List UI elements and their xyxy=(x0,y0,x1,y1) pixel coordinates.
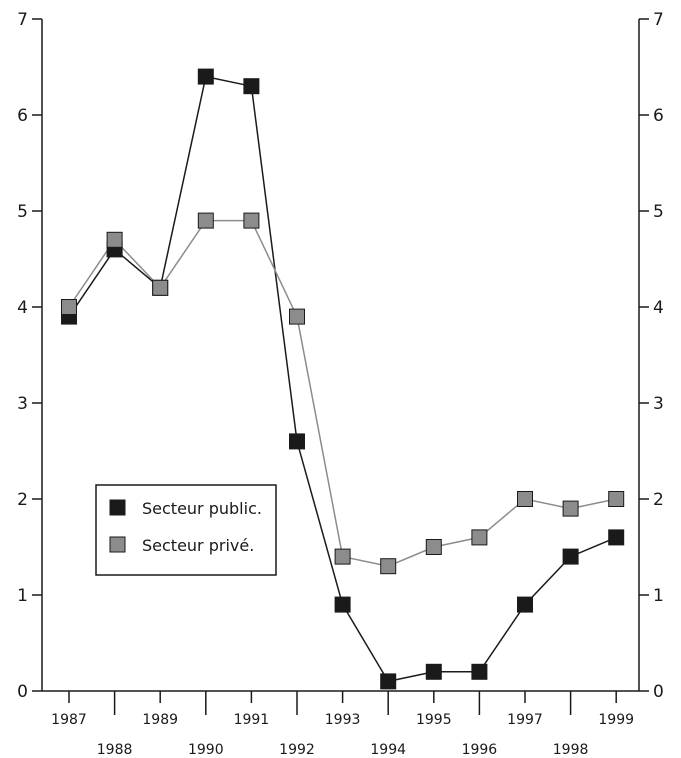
data-point-private xyxy=(562,500,579,517)
data-point-private xyxy=(380,558,397,575)
y-tick-label-right: 7 xyxy=(653,10,664,30)
data-point-private xyxy=(425,539,442,555)
y-tick-label-right: 4 xyxy=(653,298,664,318)
x-tick-label: 1997 xyxy=(507,712,543,728)
y-tick-label-left: 3 xyxy=(17,394,28,414)
x-tick-label: 1992 xyxy=(279,742,315,758)
legend-label-private: Secteur privé. xyxy=(142,536,254,555)
y-tick-label-left: 5 xyxy=(17,202,28,222)
legend: Secteur public. Secteur privé. xyxy=(95,484,277,576)
data-point-public xyxy=(289,433,305,450)
x-tick-label: 1995 xyxy=(416,712,452,728)
x-tick-label: 1988 xyxy=(97,742,133,758)
data-point-public xyxy=(334,596,351,613)
data-point-public xyxy=(608,529,625,546)
legend-label-public: Secteur public. xyxy=(142,499,262,518)
y-tick-label-left: 2 xyxy=(17,490,28,510)
data-point-public xyxy=(243,78,260,95)
data-point-private xyxy=(608,491,625,507)
data-point-private xyxy=(243,212,260,229)
y-tick-label-right: 1 xyxy=(653,586,664,606)
y-tick-label-right: 6 xyxy=(653,106,664,126)
series-layer xyxy=(61,68,625,690)
data-point-private xyxy=(197,212,214,229)
x-tick-label: 1990 xyxy=(188,742,224,758)
y-tick-label-right: 5 xyxy=(653,202,664,222)
legend-swatch-private xyxy=(109,536,126,553)
y-tick-label-left: 6 xyxy=(17,106,28,126)
data-point-public xyxy=(562,548,579,565)
axes xyxy=(41,19,640,692)
y-tick-label-left: 1 xyxy=(17,586,28,606)
data-point-private xyxy=(517,491,533,507)
x-tick-label: 1991 xyxy=(234,712,270,728)
y-tick-label-right: 0 xyxy=(653,682,664,702)
x-tick-label: 1993 xyxy=(325,712,361,728)
series-line-public xyxy=(68,75,617,683)
y-tick-label-left: 4 xyxy=(17,298,28,318)
data-point-private xyxy=(152,279,169,296)
y-tick-label-left: 7 xyxy=(17,10,28,30)
x-tick-label: 1994 xyxy=(370,742,406,758)
data-point-public xyxy=(380,673,397,690)
data-point-private xyxy=(471,529,488,546)
x-tick-label: 1999 xyxy=(598,712,634,728)
x-tick-label: 1989 xyxy=(142,712,178,728)
x-tick-label: 1996 xyxy=(462,742,498,758)
x-tick-label: 1998 xyxy=(553,742,589,758)
x-tick-label: 1987 xyxy=(51,712,87,728)
y-tick-label-right: 3 xyxy=(653,394,664,414)
data-point-public xyxy=(517,596,533,613)
data-point-private xyxy=(289,308,305,325)
legend-box xyxy=(95,484,277,576)
data-point-public xyxy=(471,663,488,680)
y-tick-label-right: 2 xyxy=(653,490,664,510)
data-point-private xyxy=(61,299,77,315)
axis-ticks: 0 0 1 1 2 2 3 3 4 4 5 5 6 6 7 7 1987 1988 1989 1990 1991 1992… xyxy=(17,10,664,758)
data-point-private xyxy=(334,548,351,565)
data-point-public xyxy=(425,663,442,680)
legend-swatch-public xyxy=(109,499,126,516)
y-tick-label-left: 0 xyxy=(17,682,28,702)
data-point-public xyxy=(197,68,214,85)
data-point-private xyxy=(106,231,123,248)
